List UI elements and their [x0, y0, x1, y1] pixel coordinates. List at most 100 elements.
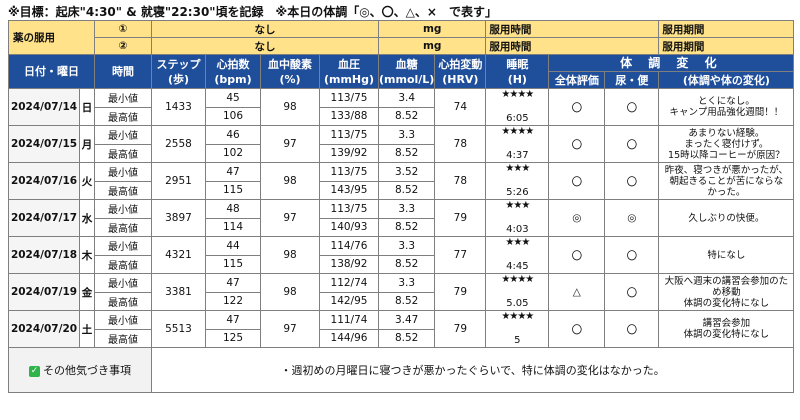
hrv-cell: 78: [434, 162, 487, 200]
hrv-cell: 78: [434, 125, 487, 163]
weekday-cell: 火: [79, 162, 95, 200]
sleep-cell: ★★★★ 5: [485, 310, 550, 348]
date-cell: 2024/07/17: [8, 199, 80, 237]
header-spo2: 血中酸素 (%): [260, 54, 320, 89]
footer-label-cell: ✓ その他気づき事項: [8, 347, 152, 393]
bp-min-cell: 113/75: [319, 125, 379, 145]
date-cell: 2024/07/15: [8, 125, 80, 163]
spo2-cell: 98: [260, 88, 320, 126]
bp-min-cell: 113/75: [319, 199, 379, 219]
min-label: 最小値: [94, 236, 152, 256]
overall-cell: 〇: [548, 236, 606, 274]
header-bp: 血圧 (mmHg): [319, 54, 379, 89]
header-toilet: 尿・便: [604, 71, 660, 89]
med-unit: mg: [377, 20, 487, 38]
sleep-cell: ★★★ 5:26: [485, 162, 550, 200]
med-period-label: 服用期間: [658, 20, 795, 38]
toilet-cell: 〇: [604, 125, 660, 163]
glucose-min-cell: 3.3: [377, 125, 436, 145]
overall-cell: 〇: [548, 88, 606, 126]
sleep-stars: ★★★★: [501, 274, 534, 286]
toilet-cell: 〇: [604, 162, 660, 200]
memo-cell: 講習会参加 体調の変化特になし: [658, 310, 795, 348]
toilet-cell: 〇: [604, 273, 660, 311]
sleep-time: 4:03: [506, 224, 529, 235]
footer-label: その他気づき事項: [43, 364, 131, 377]
hrv-cell: 74: [434, 88, 487, 126]
med-no: ①: [94, 20, 152, 38]
hr-max-cell: 115: [205, 180, 261, 200]
spo2-cell: 98: [260, 236, 320, 274]
sleep-time: 5: [514, 335, 521, 346]
day-row: 最高値 102 139/92 8.52: [9, 143, 794, 163]
toilet-cell: 〇: [604, 88, 660, 126]
sleep-stars: ★★★: [505, 200, 530, 212]
hr-max-cell: 122: [205, 291, 261, 311]
hr-max-cell: 114: [205, 217, 261, 237]
sleep-time: 4:45: [506, 261, 529, 272]
glucose-min-cell: 3.3: [377, 273, 436, 293]
glucose-max-cell: 8.52: [377, 217, 436, 237]
min-label: 最小値: [94, 199, 152, 219]
weekday-cell: 日: [79, 88, 95, 126]
hr-min-cell: 44: [205, 236, 261, 256]
med-row-1: 薬の服用 ① なし mg 服用時間 服用期間: [8, 20, 795, 55]
glucose-min-cell: 3.3: [377, 236, 436, 256]
glucose-max-cell: 8.52: [377, 291, 436, 311]
day-row: 最高値 114 140/93 8.52: [9, 217, 794, 237]
sleep-time: 4:37: [506, 150, 529, 161]
overall-cell: △: [548, 273, 606, 311]
med-period-label: 服用期間: [658, 37, 795, 55]
hr-max-cell: 102: [205, 143, 261, 163]
glucose-max-cell: 8.52: [377, 328, 436, 348]
glucose-min-cell: 3.52: [377, 162, 436, 182]
header-overall: 全体評価: [548, 71, 606, 89]
sleep-cell: ★★★ 4:45: [485, 236, 550, 274]
sleep-cell: ★★★★ 6:05: [485, 88, 550, 126]
spo2-cell: 97: [260, 310, 320, 348]
sleep-stars: ★★★: [505, 163, 530, 175]
glucose-max-cell: 8.52: [377, 180, 436, 200]
sleep-stars: ★★★★: [501, 126, 534, 138]
max-label: 最高値: [94, 180, 152, 200]
hr-min-cell: 47: [205, 310, 261, 330]
day-row: 最高値 115 138/92 8.52: [9, 254, 794, 274]
steps-cell: 2951: [151, 162, 206, 200]
memo-cell: 昨夜、寝つきが悪かったが、 朝起きることが苦にならな かった。: [658, 162, 795, 200]
overall-cell: 〇: [548, 162, 606, 200]
bp-max-cell: 138/92: [319, 254, 379, 274]
hrv-cell: 79: [434, 273, 487, 311]
header-sleep: 睡眠 (H): [485, 54, 550, 89]
bp-min-cell: 113/75: [319, 88, 379, 108]
toilet-cell: 〇: [604, 310, 660, 348]
med-label: 薬の服用: [8, 20, 95, 55]
weekday-cell: 水: [79, 199, 95, 237]
header-time: 時間: [94, 54, 152, 89]
header-condition: 体 調 変 化: [548, 54, 795, 72]
sleep-stars: ★★★★: [501, 311, 534, 323]
day-row: 2024/07/20 土最小値 5513 47 97 111/74 3.47 79 ★★★★ 5 〇…: [8, 310, 795, 348]
steps-cell: 4321: [151, 236, 206, 274]
sleep-cell: ★★★★ 4:37: [485, 125, 550, 163]
steps-cell: 3381: [151, 273, 206, 311]
max-label: 最高値: [94, 217, 152, 237]
med-time-label: 服用時間: [485, 20, 660, 38]
glucose-max-cell: 8.52: [377, 143, 436, 163]
health-log-table: 薬の服用 ① なし mg 服用時間 服用期間 ② なし mg 服用時間 服用期間…: [8, 20, 795, 393]
toilet-cell: 〇: [604, 236, 660, 274]
date-cell: 2024/07/18: [8, 236, 80, 274]
memo-cell: 特になし: [658, 236, 795, 274]
glucose-max-cell: 8.52: [377, 106, 436, 126]
bp-min-cell: 112/74: [319, 273, 379, 293]
bp-max-cell: 143/95: [319, 180, 379, 200]
max-label: 最高値: [94, 106, 152, 126]
memo-cell: 久しぶりの快便。: [658, 199, 795, 237]
sleep-time: 5.05: [506, 298, 529, 309]
date-cell: 2024/07/19: [8, 273, 80, 311]
day-row: 2024/07/18 木最小値 4321 44 98 114/76 3.3 77 ★★★ 4:45…: [8, 236, 795, 274]
check-icon: ✓: [29, 365, 40, 377]
min-label: 最小値: [94, 125, 152, 145]
max-label: 最高値: [94, 291, 152, 311]
min-label: 最小値: [94, 162, 152, 182]
